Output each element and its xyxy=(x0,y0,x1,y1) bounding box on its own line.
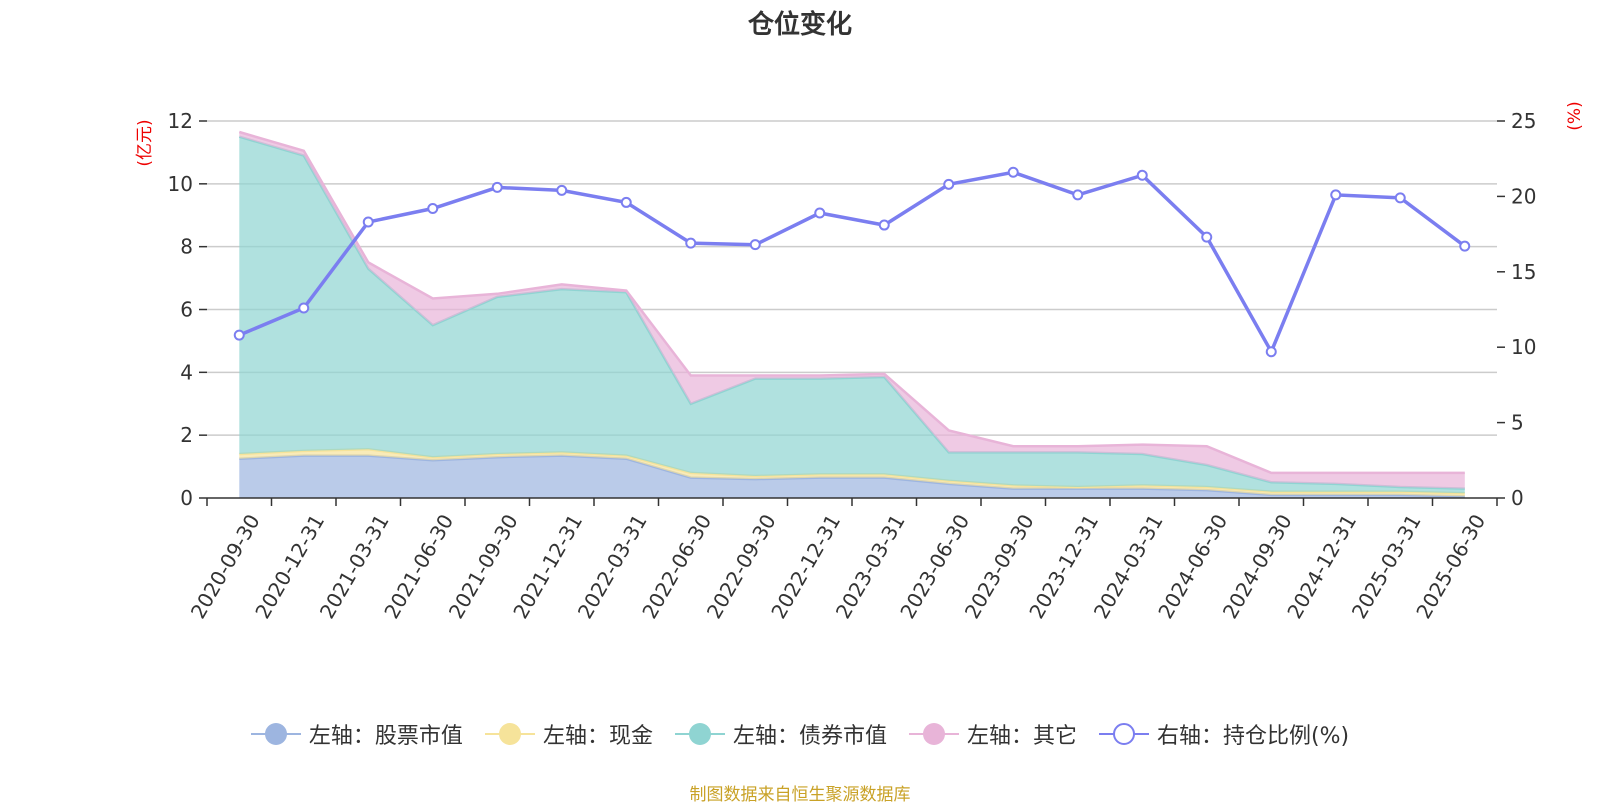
left-tick-label: 6 xyxy=(180,298,193,322)
left-tick-label: 2 xyxy=(180,423,193,447)
left-tick-label: 12 xyxy=(168,109,193,133)
ratio-point xyxy=(943,178,955,190)
left-tick-label: 8 xyxy=(180,235,193,259)
ratio-point xyxy=(1459,240,1471,252)
ratio-point xyxy=(814,207,826,219)
chart-plot: 2020-09-302020-12-312021-03-312021-06-30… xyxy=(135,101,1585,623)
legend-item[interactable]: 右轴：持仓比例(%) xyxy=(1098,718,1350,750)
source-note: 制图数据来自恒生聚源数据库 xyxy=(689,785,911,805)
area-edge-4 xyxy=(238,130,1465,475)
legend-label: 左轴：现金 xyxy=(542,724,653,749)
ratio-point xyxy=(1265,346,1277,358)
left-tick-label: 0 xyxy=(180,486,193,510)
ratio-point xyxy=(620,196,632,208)
area-fill-1 xyxy=(239,455,1465,498)
legend-label: 左轴：其它 xyxy=(966,724,1077,749)
right-tick-label: 25 xyxy=(1511,109,1536,133)
ratio-point xyxy=(491,181,503,193)
legend-swatch-icon xyxy=(250,723,301,745)
legend-swatch-marker xyxy=(1112,723,1135,745)
legend: 左轴：股票市值 左轴：现金 左轴：债券市值 左轴：其它 右轴：持仓比例(%) xyxy=(0,718,1600,750)
legend-swatch-icon xyxy=(1098,723,1149,745)
right-axis-unit: (%) xyxy=(1565,101,1585,130)
ratio-point xyxy=(749,239,761,251)
ratio-point xyxy=(1394,192,1406,204)
legend-swatch-marker xyxy=(264,723,287,745)
legend-swatch-icon xyxy=(674,723,725,745)
area-fill-2 xyxy=(239,449,1465,497)
right-tick-label: 5 xyxy=(1511,411,1524,435)
ratio-point xyxy=(362,216,374,228)
legend-label: 左轴：债券市值 xyxy=(732,724,887,749)
right-tick-label: 15 xyxy=(1511,260,1536,284)
ratio-point xyxy=(1330,189,1342,201)
ratio-point xyxy=(1072,189,1084,201)
legend-swatch-marker xyxy=(498,723,521,745)
legend-swatch-icon xyxy=(908,723,959,745)
legend-swatch-icon xyxy=(484,723,535,745)
ratio-point xyxy=(298,302,310,314)
legend-label: 右轴：持仓比例(%) xyxy=(1156,724,1350,749)
ratio-line xyxy=(238,170,1466,356)
right-tick-label: 10 xyxy=(1511,335,1536,359)
ratio-point xyxy=(685,237,697,249)
left-tick-label: 10 xyxy=(168,172,193,196)
legend-swatch-marker xyxy=(688,723,711,745)
legend-item[interactable]: 左轴：现金 xyxy=(484,718,653,750)
right-tick-label: 0 xyxy=(1511,486,1524,510)
legend-label: 左轴：股票市值 xyxy=(308,724,463,749)
area-series xyxy=(238,130,1465,498)
ratio-point xyxy=(1136,169,1148,181)
legend-item[interactable]: 左轴：其它 xyxy=(908,718,1077,750)
ratio-point xyxy=(233,329,245,341)
ratio-point xyxy=(878,219,890,231)
legend-item[interactable]: 左轴：股票市值 xyxy=(250,718,463,750)
left-tick-label: 4 xyxy=(180,360,193,384)
ratio-point xyxy=(556,184,568,196)
right-tick-label: 20 xyxy=(1511,184,1536,208)
ratio-line-series xyxy=(233,166,1471,358)
ratio-point xyxy=(1201,231,1213,243)
ratio-point xyxy=(427,202,439,214)
x-tick-label: 2025-06-30 xyxy=(1411,510,1490,623)
area-fill-3 xyxy=(239,136,1465,494)
chart-title: 仓位变化 xyxy=(747,10,852,40)
legend-item[interactable]: 左轴：债券市值 xyxy=(674,718,887,750)
ratio-point xyxy=(1007,166,1019,178)
left-axis-unit: (亿元) xyxy=(135,119,155,166)
legend-swatch-marker xyxy=(922,723,945,745)
